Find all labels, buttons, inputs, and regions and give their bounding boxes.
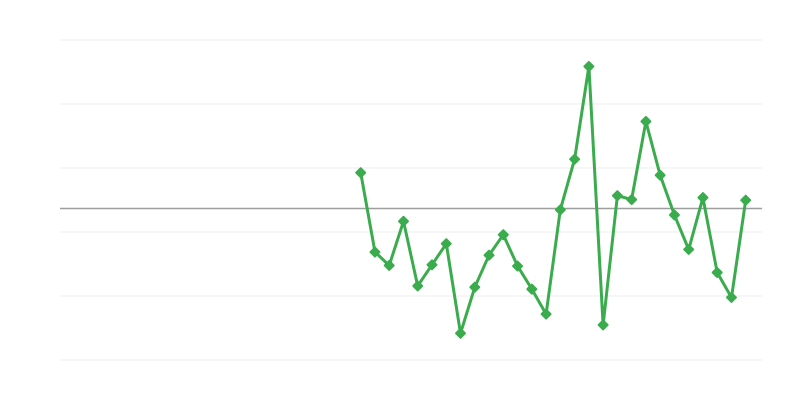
data-point[interactable]: [597, 319, 609, 331]
data-point[interactable]: [397, 215, 409, 227]
series-line[interactable]: [359, 64, 748, 335]
data-point[interactable]: [497, 229, 509, 241]
data-point[interactable]: [640, 115, 652, 127]
data-point[interactable]: [711, 267, 723, 278]
price-series[interactable]: [355, 60, 752, 339]
data-point[interactable]: [697, 192, 709, 204]
data-point[interactable]: [483, 249, 495, 261]
data-point[interactable]: [654, 169, 666, 181]
data-point[interactable]: [668, 209, 680, 221]
data-point[interactable]: [469, 281, 481, 293]
data-point[interactable]: [583, 60, 595, 72]
data-point[interactable]: [611, 190, 623, 202]
data-point[interactable]: [369, 246, 381, 258]
data-point[interactable]: [725, 291, 737, 303]
gridlines: [60, 39, 762, 361]
data-point[interactable]: [554, 204, 566, 216]
data-point[interactable]: [455, 327, 467, 339]
data-point[interactable]: [355, 167, 367, 179]
data-point[interactable]: [526, 283, 538, 295]
data-point[interactable]: [626, 194, 638, 206]
data-point[interactable]: [512, 260, 524, 272]
data-point[interactable]: [740, 194, 752, 206]
data-point[interactable]: [569, 153, 581, 165]
data-point[interactable]: [412, 280, 424, 292]
data-point[interactable]: [383, 259, 395, 271]
data-point[interactable]: [440, 238, 452, 250]
data-point[interactable]: [683, 243, 695, 255]
data-point[interactable]: [540, 308, 552, 320]
data-point[interactable]: [426, 259, 438, 271]
